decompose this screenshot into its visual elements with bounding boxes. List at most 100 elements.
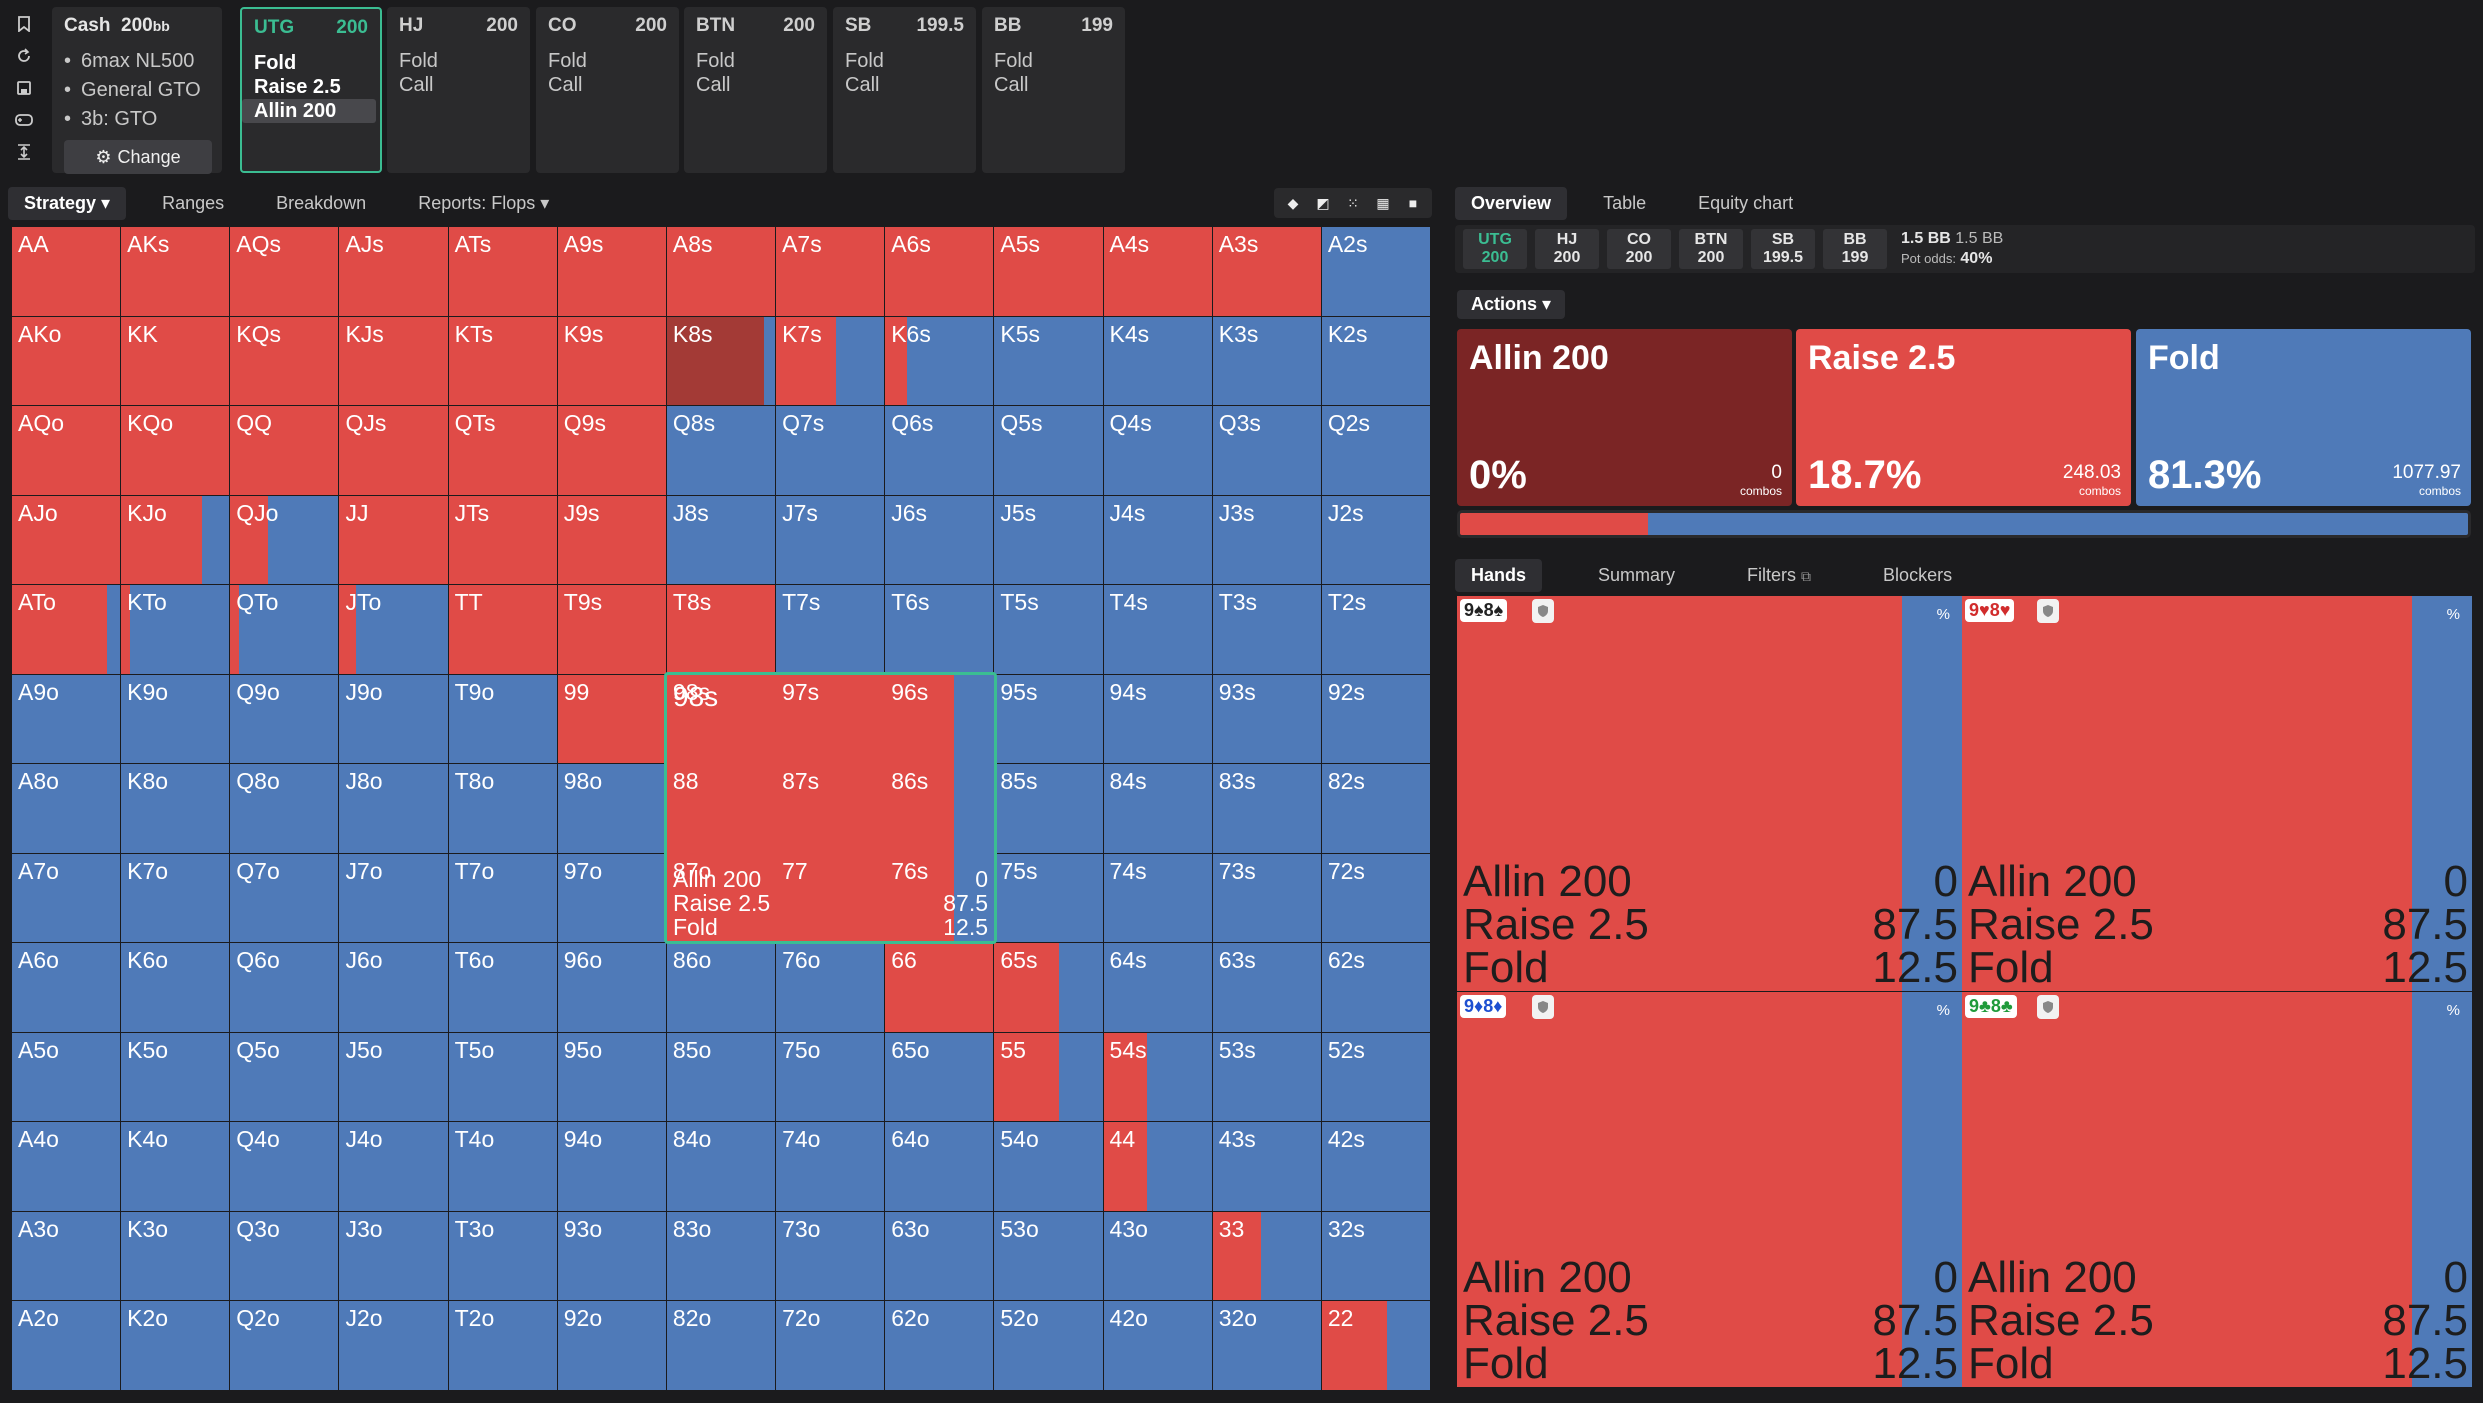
hand-cell-q9s[interactable]: Q9s [557, 406, 667, 496]
hand-cell-98o[interactable]: 98o [557, 764, 667, 854]
stack-chip-bb[interactable]: BB 199 [1823, 229, 1887, 269]
hand-cell-72o[interactable]: 72o [776, 1301, 886, 1391]
hand-cell-j8s[interactable]: J8s [666, 495, 777, 586]
hand-cell-t7o[interactable]: T7o [448, 853, 558, 944]
hand-cell-96o[interactable]: 96o [557, 943, 667, 1033]
hand-cell-q8s[interactable]: Q8s [666, 406, 777, 496]
hand-cell-95s[interactable]: 95s [994, 674, 1104, 765]
hand-cell-62s[interactable]: 62s [1321, 943, 1431, 1033]
hand-cell-qjo[interactable]: QJo [230, 495, 340, 586]
hand-cell-a6o[interactable]: A6o [12, 943, 122, 1033]
tab-reports-flops[interactable]: Reports: Flops ▾ [418, 192, 550, 213]
percent-toggle[interactable]: % [1936, 1002, 1950, 1019]
hand-cell-33[interactable]: 33 [1212, 1211, 1322, 1302]
hand-cell-k6o[interactable]: K6o [121, 943, 231, 1033]
cube-icon[interactable]: ◆ [1287, 194, 1299, 211]
action-box-allin[interactable]: Allin 200 0% 0 combos [1457, 329, 1792, 506]
hand-cell-ato[interactable]: ATo [12, 585, 122, 675]
hand-cell-82s[interactable]: 82s [1321, 764, 1431, 854]
position-card-co[interactable]: CO 200 Fold Call [536, 7, 679, 173]
hand-cell-j7o[interactable]: J7o [339, 853, 449, 944]
stack-chip-hj[interactable]: HJ 200 [1535, 229, 1599, 269]
hand-cell-63o[interactable]: 63o [885, 1211, 995, 1302]
hand-cell-76o[interactable]: 76o [776, 943, 886, 1033]
hand-cell-k3s[interactable]: K3s [1212, 316, 1322, 407]
hand-cell-qjs[interactable]: QJs [339, 406, 449, 496]
bookmark-icon[interactable] [14, 14, 34, 34]
hand-cell-k8s[interactable]: K8s [666, 316, 777, 407]
hand-cell-q5s[interactable]: Q5s [994, 406, 1104, 496]
hand-cell-k4o[interactable]: K4o [121, 1122, 231, 1212]
hand-cell-85s[interactable]: 85s [994, 764, 1104, 854]
hand-cell-j3o[interactable]: J3o [339, 1211, 449, 1302]
hand-cell-ajo[interactable]: AJo [12, 495, 122, 586]
hand-cell-q4s[interactable]: Q4s [1103, 406, 1213, 496]
hand-cell-75o[interactable]: 75o [776, 1032, 886, 1123]
hand-cell-j5s[interactable]: J5s [994, 495, 1104, 586]
hand-cell-jj[interactable]: JJ [339, 495, 449, 586]
tab-ranges[interactable]: Ranges [162, 192, 225, 213]
hand-cell-q8o[interactable]: Q8o [230, 764, 340, 854]
hand-cell-74s[interactable]: 74s [1103, 853, 1213, 944]
hand-cell-a7s[interactable]: A7s [776, 227, 886, 317]
hand-cell-q6s[interactable]: Q6s [885, 406, 995, 496]
hand-cell-kk[interactable]: KK [121, 316, 231, 407]
hand-cell-j2o[interactable]: J2o [339, 1301, 449, 1391]
hand-cell-k9o[interactable]: K9o [121, 674, 231, 765]
hand-cell-a4o[interactable]: A4o [12, 1122, 122, 1212]
hand-cell-a7o[interactable]: A7o [12, 853, 122, 944]
tab-strategy[interactable]: Strategy ▾ [8, 186, 127, 220]
percent-toggle[interactable]: % [2446, 1002, 2460, 1019]
hand-cell-qto[interactable]: QTo [230, 585, 340, 675]
hand-cell-a2o[interactable]: A2o [12, 1301, 122, 1391]
hand-cell-a9o[interactable]: A9o [12, 674, 122, 765]
hand-cell-a8s[interactable]: A8s [666, 227, 777, 317]
hand-cell-j7s[interactable]: J7s [776, 495, 886, 586]
hand-cell-54o[interactable]: 54o [994, 1122, 1104, 1212]
position-action[interactable]: Fold [254, 52, 297, 74]
hand-cell-62o[interactable]: 62o [885, 1301, 995, 1391]
position-action[interactable]: Call [548, 74, 583, 96]
hand-cell-a9s[interactable]: A9s [557, 227, 667, 317]
hand-cell-53s[interactable]: 53s [1212, 1032, 1322, 1123]
hand-cell-q7s[interactable]: Q7s [776, 406, 886, 496]
hand-cell-t3s[interactable]: T3s [1212, 585, 1322, 675]
stack-chip-btn[interactable]: BTN 200 [1679, 229, 1743, 269]
hand-cell-74o[interactable]: 74o [776, 1122, 886, 1212]
hand-cell-43o[interactable]: 43o [1103, 1211, 1213, 1302]
percent-toggle[interactable]: % [1936, 606, 1950, 623]
hand-cell-j6s[interactable]: J6s [885, 495, 995, 586]
hand-cell-55[interactable]: 55 [994, 1032, 1104, 1123]
hand-cell-93s[interactable]: 93s [1212, 674, 1322, 765]
expand-vertical-icon[interactable] [14, 142, 34, 162]
hand-cell-k2s[interactable]: K2s [1321, 316, 1431, 407]
hand-cell-j3s[interactable]: J3s [1212, 495, 1322, 586]
hand-cell-k9s[interactable]: K9s [557, 316, 667, 407]
hand-cell-72s[interactable]: 72s [1321, 853, 1431, 944]
hand-cell-jto[interactable]: JTo [339, 585, 449, 675]
hand-cell-99[interactable]: 99 [557, 674, 667, 765]
hand-cell-42o[interactable]: 42o [1103, 1301, 1213, 1391]
position-action[interactable]: Call [994, 74, 1029, 96]
position-action[interactable]: Call [399, 74, 434, 96]
hand-cell-q4o[interactable]: Q4o [230, 1122, 340, 1212]
hand-cell-a3o[interactable]: A3o [12, 1211, 122, 1302]
hand-cell-84s[interactable]: 84s [1103, 764, 1213, 854]
tab-filters[interactable]: Filters ⧉ [1747, 564, 1812, 585]
hand-cell-32s[interactable]: 32s [1321, 1211, 1431, 1302]
hand-cell-a8o[interactable]: A8o [12, 764, 122, 854]
position-action[interactable]: Fold [548, 50, 587, 72]
hand-cell-97o[interactable]: 97o [557, 853, 667, 944]
hand-cell-j8o[interactable]: J8o [339, 764, 449, 854]
hand-cell-95o[interactable]: 95o [557, 1032, 667, 1123]
tab-overview[interactable]: Overview [1455, 186, 1568, 220]
tab-table[interactable]: Table [1603, 192, 1647, 213]
hand-cell-j9s[interactable]: J9s [557, 495, 667, 586]
hand-cell-a5o[interactable]: A5o [12, 1032, 122, 1123]
hand-cell-t7s[interactable]: T7s [776, 585, 886, 675]
position-card-sb[interactable]: SB 199.5 Fold Call [833, 7, 976, 173]
hand-cell-q5o[interactable]: Q5o [230, 1032, 340, 1123]
hand-cell-a5s[interactable]: A5s [994, 227, 1104, 317]
position-action[interactable]: Fold [399, 50, 438, 72]
stack-chip-utg[interactable]: UTG 200 [1463, 229, 1527, 269]
